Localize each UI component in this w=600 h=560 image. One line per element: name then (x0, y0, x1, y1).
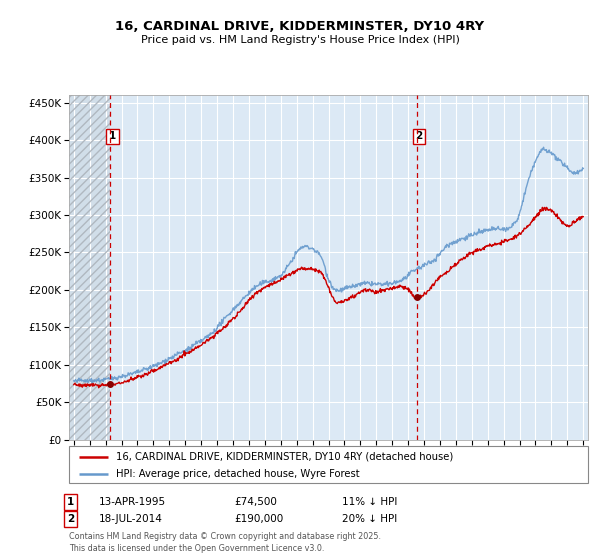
Text: £74,500: £74,500 (234, 497, 277, 507)
Text: Contains HM Land Registry data © Crown copyright and database right 2025.
This d: Contains HM Land Registry data © Crown c… (69, 533, 381, 553)
Text: £190,000: £190,000 (234, 514, 283, 524)
Text: Price paid vs. HM Land Registry's House Price Index (HPI): Price paid vs. HM Land Registry's House … (140, 35, 460, 45)
Text: 18-JUL-2014: 18-JUL-2014 (99, 514, 163, 524)
Text: 1: 1 (109, 132, 116, 141)
Text: HPI: Average price, detached house, Wyre Forest: HPI: Average price, detached house, Wyre… (116, 469, 359, 479)
Bar (69, 95, 110, 440)
Text: 2: 2 (67, 514, 74, 524)
Text: 20% ↓ HPI: 20% ↓ HPI (342, 514, 397, 524)
Text: 2: 2 (415, 132, 423, 141)
Text: 1: 1 (67, 497, 74, 507)
Text: 13-APR-1995: 13-APR-1995 (99, 497, 166, 507)
Text: 16, CARDINAL DRIVE, KIDDERMINSTER, DY10 4RY: 16, CARDINAL DRIVE, KIDDERMINSTER, DY10 … (115, 20, 485, 32)
Bar (69, 95, 110, 440)
Text: 16, CARDINAL DRIVE, KIDDERMINSTER, DY10 4RY (detached house): 16, CARDINAL DRIVE, KIDDERMINSTER, DY10 … (116, 451, 453, 461)
Text: 11% ↓ HPI: 11% ↓ HPI (342, 497, 397, 507)
FancyBboxPatch shape (69, 446, 588, 483)
